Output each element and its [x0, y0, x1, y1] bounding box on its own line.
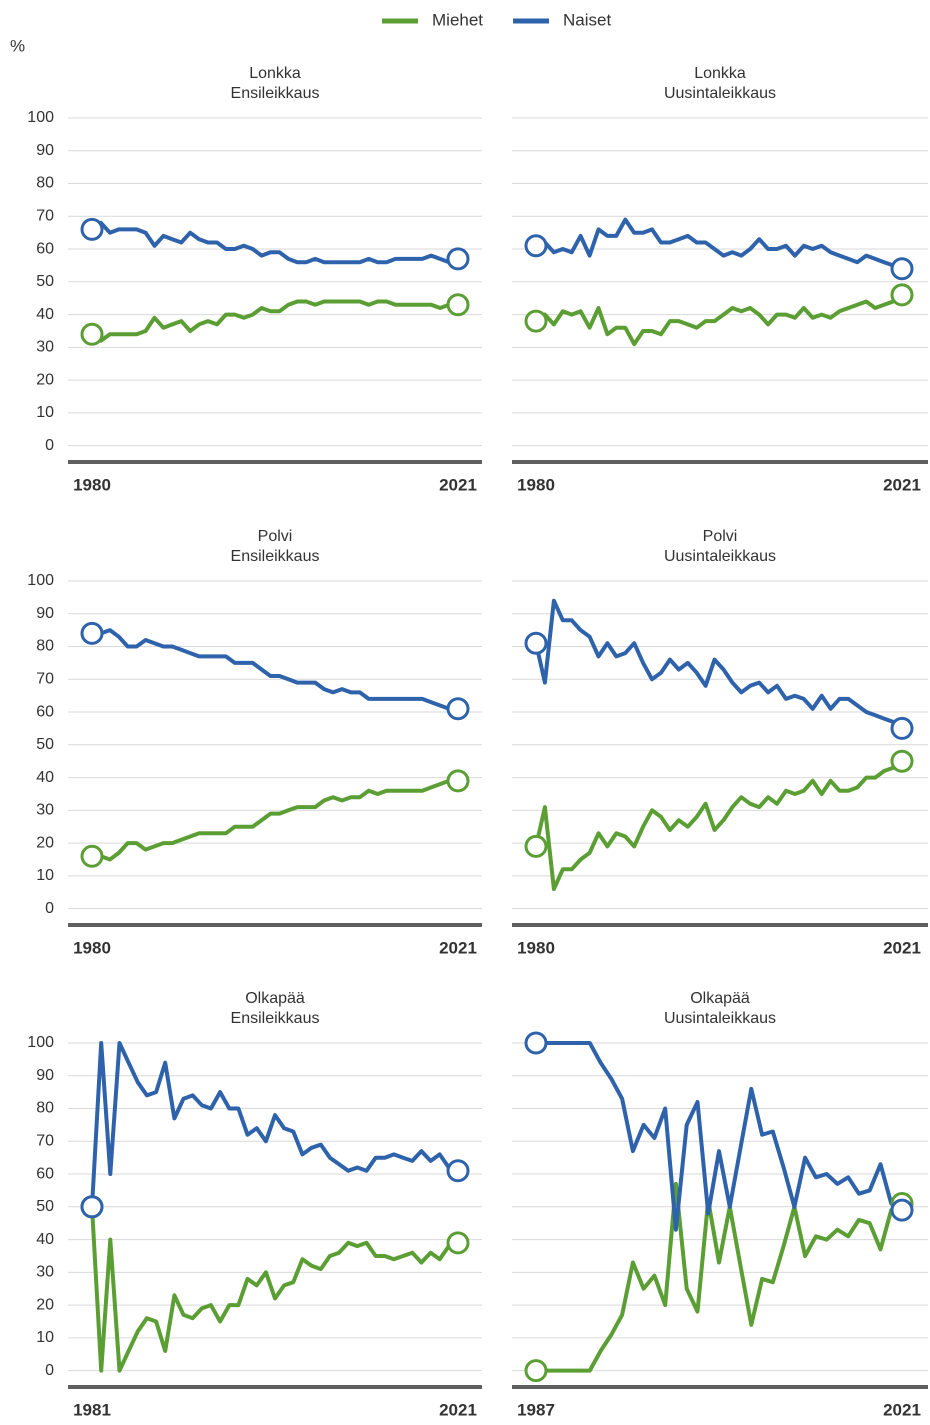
y-tick-label: 70	[36, 208, 54, 225]
chart-title: Lonkka	[249, 65, 301, 82]
chart-title: Olkapää	[245, 990, 305, 1007]
end-marker	[524, 1031, 548, 1055]
y-tick-label: 10	[36, 1329, 54, 1346]
legend-label: Miehet	[432, 10, 483, 29]
y-tick-label: 60	[36, 1165, 54, 1182]
chart-subtitle: Uusintaleikkaus	[664, 85, 776, 102]
end-marker	[524, 631, 548, 655]
y-tick-label: 40	[36, 306, 54, 323]
end-marker	[524, 1359, 548, 1383]
x-tick-label: 1980	[517, 938, 555, 957]
y-tick-label: 90	[36, 142, 54, 159]
end-marker	[80, 322, 104, 346]
y-tick-label: 80	[36, 1100, 54, 1117]
chart-title: Polvi	[703, 528, 738, 545]
end-marker	[524, 309, 548, 333]
series-line	[92, 778, 458, 862]
end-marker	[446, 293, 470, 317]
y-axis-label: %	[10, 36, 25, 55]
x-tick-label: 1981	[73, 1400, 111, 1419]
end-marker	[890, 749, 914, 773]
series-line	[534, 293, 904, 347]
end-marker	[446, 247, 470, 271]
end-marker	[890, 257, 914, 281]
chart-title: Lonkka	[694, 65, 746, 82]
series-line	[90, 299, 458, 343]
y-tick-label: 20	[36, 371, 54, 388]
y-tick-label: 70	[36, 1133, 54, 1150]
x-tick-label: 1980	[73, 938, 111, 957]
end-marker	[446, 1159, 470, 1183]
x-tick-label: 1987	[517, 1400, 555, 1419]
y-tick-label: 20	[36, 834, 54, 851]
end-marker	[446, 769, 470, 793]
y-tick-label: 30	[36, 802, 54, 819]
chart-title: Polvi	[258, 528, 293, 545]
series-line	[92, 628, 458, 711]
end-marker	[446, 697, 470, 721]
x-tick-label: 2021	[883, 1400, 921, 1419]
end-marker	[80, 621, 104, 645]
chart-subtitle: Uusintaleikkaus	[664, 548, 776, 565]
y-tick-label: 100	[27, 109, 54, 126]
y-tick-label: 40	[36, 1231, 54, 1248]
y-tick-label: 90	[36, 1067, 54, 1084]
y-tick-label: 10	[36, 867, 54, 884]
end-marker	[890, 1198, 914, 1222]
series-line	[90, 1206, 459, 1373]
y-tick-label: 50	[36, 736, 54, 753]
y-tick-label: 0	[45, 437, 54, 454]
y-tick-label: 0	[45, 900, 54, 917]
x-tick-label: 2021	[439, 475, 477, 494]
y-tick-label: 0	[45, 1362, 54, 1379]
x-tick-label: 2021	[439, 938, 477, 957]
end-marker	[524, 834, 548, 858]
y-tick-label: 90	[36, 605, 54, 622]
y-tick-label: 80	[36, 638, 54, 655]
series-line	[90, 1041, 459, 1207]
series-line	[536, 1041, 904, 1232]
chart-title: Olkapää	[690, 990, 750, 1007]
series-line	[535, 217, 903, 271]
end-marker	[80, 844, 104, 868]
end-marker	[446, 1231, 470, 1255]
chart-subtitle: Uusintaleikkaus	[664, 1010, 776, 1027]
chart-subtitle: Ensileikkaus	[231, 548, 320, 565]
chart-subtitle: Ensileikkaus	[231, 1010, 320, 1027]
y-tick-label: 50	[36, 273, 54, 290]
x-tick-label: 2021	[439, 1400, 477, 1419]
end-marker	[80, 217, 104, 241]
y-tick-label: 20	[36, 1296, 54, 1313]
x-tick-label: 1980	[517, 475, 555, 494]
y-tick-label: 30	[36, 1264, 54, 1281]
y-tick-label: 80	[36, 175, 54, 192]
end-marker	[890, 283, 914, 307]
y-tick-label: 60	[36, 240, 54, 257]
series-line	[534, 598, 904, 731]
y-tick-label: 30	[36, 339, 54, 356]
y-tick-label: 100	[27, 572, 54, 589]
x-tick-label: 1980	[73, 475, 111, 494]
legend-label: Naiset	[563, 10, 611, 29]
end-marker	[524, 234, 548, 258]
series-line	[90, 220, 459, 265]
y-tick-label: 100	[27, 1034, 54, 1051]
chart-subtitle: Ensileikkaus	[231, 85, 320, 102]
y-tick-label: 50	[36, 1198, 54, 1215]
y-tick-label: 40	[36, 769, 54, 786]
series-line	[534, 759, 904, 891]
series-line	[536, 1181, 904, 1373]
x-tick-label: 2021	[883, 475, 921, 494]
y-tick-label: 60	[36, 703, 54, 720]
end-marker	[890, 716, 914, 740]
y-tick-label: 10	[36, 404, 54, 421]
end-marker	[80, 1195, 104, 1219]
x-tick-label: 2021	[883, 938, 921, 957]
y-tick-label: 70	[36, 671, 54, 688]
